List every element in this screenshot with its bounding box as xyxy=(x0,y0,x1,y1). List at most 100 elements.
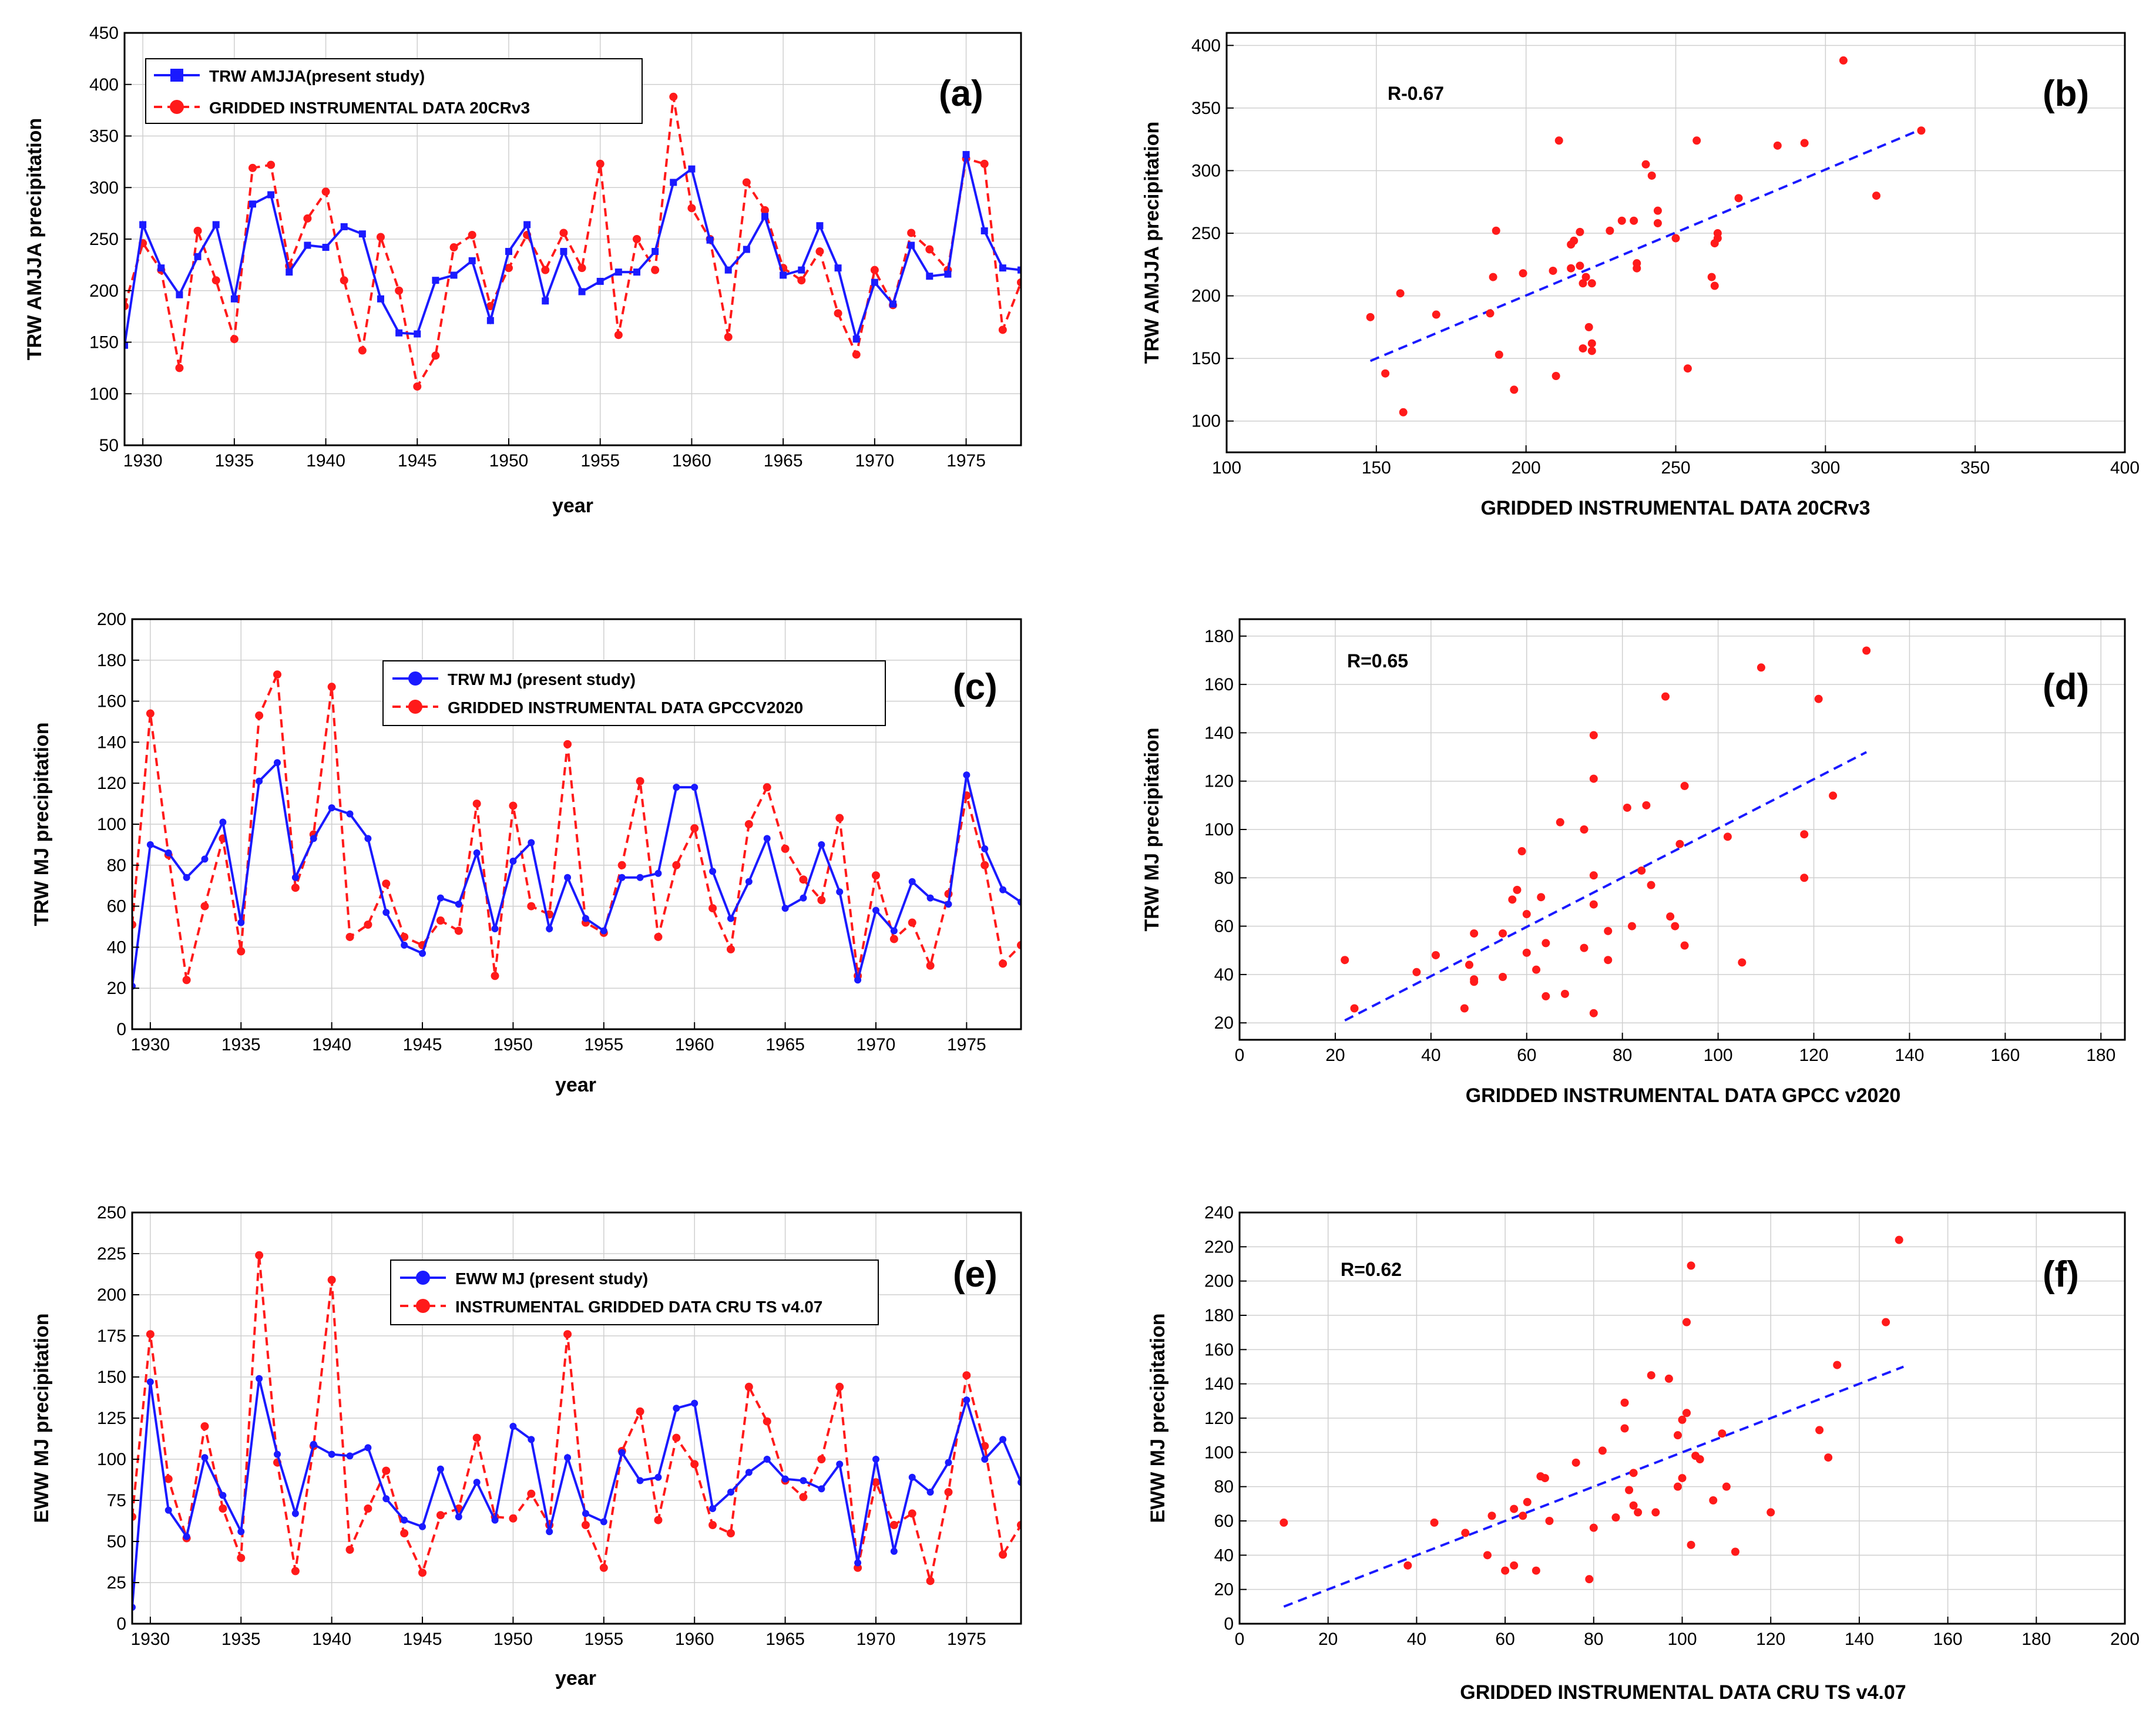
scatter-point xyxy=(1579,344,1587,353)
y-axis-title: EWW MJ precipitation xyxy=(31,1314,53,1523)
scatter-point xyxy=(1542,992,1550,1000)
series-point-1 xyxy=(491,1516,499,1524)
series-point-2 xyxy=(908,918,916,927)
scatter-point xyxy=(1678,1474,1687,1483)
y-tick-label: 20 xyxy=(1214,1580,1234,1600)
scatter-point xyxy=(1666,912,1675,921)
scatter-point xyxy=(1824,1453,1833,1462)
axis-ticks: 0 20 40 60 80 100 120 140 160 180 200 0 20 40 60 80 100 1… xyxy=(1204,1203,2140,1649)
series-group xyxy=(1280,1235,1904,1608)
scatter-point xyxy=(1709,1496,1718,1504)
series-point-1 xyxy=(564,1454,572,1462)
x-tick-label: 100 xyxy=(1667,1630,1697,1649)
x-tick-label: 1950 xyxy=(493,1630,533,1649)
series-point-1 xyxy=(780,271,787,279)
series-point-1 xyxy=(146,1378,154,1386)
y-tick-label: 50 xyxy=(99,436,119,455)
scatter-point xyxy=(1710,281,1719,290)
series-point-2 xyxy=(472,1433,481,1442)
legend-label-series-1: EWW MJ (present study) xyxy=(455,1269,648,1288)
scatter-point xyxy=(1620,1398,1629,1407)
y-tick-label: 125 xyxy=(97,1409,126,1428)
series-point-2 xyxy=(219,1504,227,1513)
x-tick-label: 0 xyxy=(1235,1630,1245,1649)
x-axis-title: year xyxy=(555,1667,596,1690)
y-tick-label: 100 xyxy=(1204,820,1234,839)
legend-label-series-2: INSTRUMENTAL GRIDDED DATA CRU TS v4.07 xyxy=(455,1298,822,1316)
scatter-point xyxy=(1767,1508,1775,1517)
x-tick-label: 180 xyxy=(2086,1046,2115,1065)
series-point-2 xyxy=(182,976,191,985)
series-point-2 xyxy=(327,683,336,691)
series-point-2 xyxy=(636,777,644,785)
legend: EWW MJ (present study) INSTRUMENTAL GRID… xyxy=(390,1259,879,1325)
series-point-2 xyxy=(436,916,445,925)
legend-box xyxy=(145,58,643,124)
series-point-1 xyxy=(436,1465,444,1473)
series-point-2 xyxy=(742,178,751,187)
scatter-point xyxy=(1815,1426,1824,1435)
series-point-2 xyxy=(1017,278,1021,287)
y-tick-label: 20 xyxy=(1214,1013,1234,1033)
series-point-1 xyxy=(926,273,933,280)
series-point-1 xyxy=(854,976,862,984)
panel-f: 0 20 40 60 80 100 120 140 160 180 200 0 20 40 60 80 100 1… xyxy=(1147,1203,2140,1704)
y-tick-label: 100 xyxy=(1191,412,1221,431)
x-axis-title: year xyxy=(555,1074,596,1096)
series-point-2 xyxy=(999,1550,1008,1559)
y-tick-label: 225 xyxy=(97,1244,126,1264)
y-tick-label: 150 xyxy=(89,333,119,352)
series-point-1 xyxy=(926,894,934,902)
series-point-1 xyxy=(872,1456,879,1463)
x-tick-label: 1960 xyxy=(672,451,711,471)
y-tick-label: 180 xyxy=(97,651,126,670)
series-point-1 xyxy=(618,1449,626,1456)
scatter-point xyxy=(1627,922,1636,931)
axis-ticks: 100 150 200 250 300 350 400 100 150 200 250 300 350 4… xyxy=(1191,36,2140,478)
scatter-point xyxy=(1567,264,1576,273)
series-point-1 xyxy=(237,919,245,926)
series-point-1 xyxy=(346,1452,354,1460)
series-point-1 xyxy=(230,295,238,303)
series-point-1 xyxy=(139,221,147,229)
scatter-point xyxy=(1647,1371,1655,1380)
scatter-point xyxy=(1537,893,1546,902)
series-point-1 xyxy=(256,777,263,785)
panel-e: 1930 1935 1940 1945 1950 1955 1960 1965 1970 1975… xyxy=(31,1203,1022,1690)
scatter-point xyxy=(1341,956,1349,965)
series-point-2 xyxy=(413,382,422,391)
series-point-1 xyxy=(798,266,805,274)
series-point-1 xyxy=(322,244,330,251)
series-point-2 xyxy=(672,1433,681,1442)
series-point-1 xyxy=(654,1473,662,1481)
series-point-1 xyxy=(836,888,844,896)
series-point-2 xyxy=(708,904,717,913)
series-point-2 xyxy=(132,1513,136,1521)
series-point-1 xyxy=(432,277,439,284)
scatter-point xyxy=(1829,791,1838,800)
scatter-point xyxy=(1510,1561,1519,1570)
scatter-point xyxy=(1757,663,1765,672)
scatter-point xyxy=(1470,929,1479,938)
legend: TRW MJ (present study) GRIDDED INSTRUMEN… xyxy=(382,660,886,726)
series-point-1 xyxy=(401,1516,408,1524)
series-point-2 xyxy=(854,1563,862,1572)
series-point-2 xyxy=(364,1504,372,1513)
scatter-point xyxy=(1483,1551,1492,1560)
y-tick-label: 200 xyxy=(1204,1272,1234,1291)
series-point-1 xyxy=(818,1485,825,1493)
series-point-1 xyxy=(945,901,952,908)
y-tick-label: 250 xyxy=(1191,224,1221,243)
series-point-2 xyxy=(345,932,354,941)
series-point-2 xyxy=(541,266,550,274)
scatter-point xyxy=(1532,1566,1540,1575)
x-tick-label: 1960 xyxy=(675,1630,714,1649)
scatter-point xyxy=(1680,941,1689,950)
scatter-point xyxy=(1580,943,1589,952)
series-point-2 xyxy=(364,921,372,929)
legend-marker-series-1 xyxy=(170,69,183,82)
series-point-2 xyxy=(509,801,518,810)
series-point-2 xyxy=(871,1478,880,1487)
scatter-point xyxy=(1487,1512,1496,1520)
x-tick-label: 80 xyxy=(1613,1046,1632,1065)
